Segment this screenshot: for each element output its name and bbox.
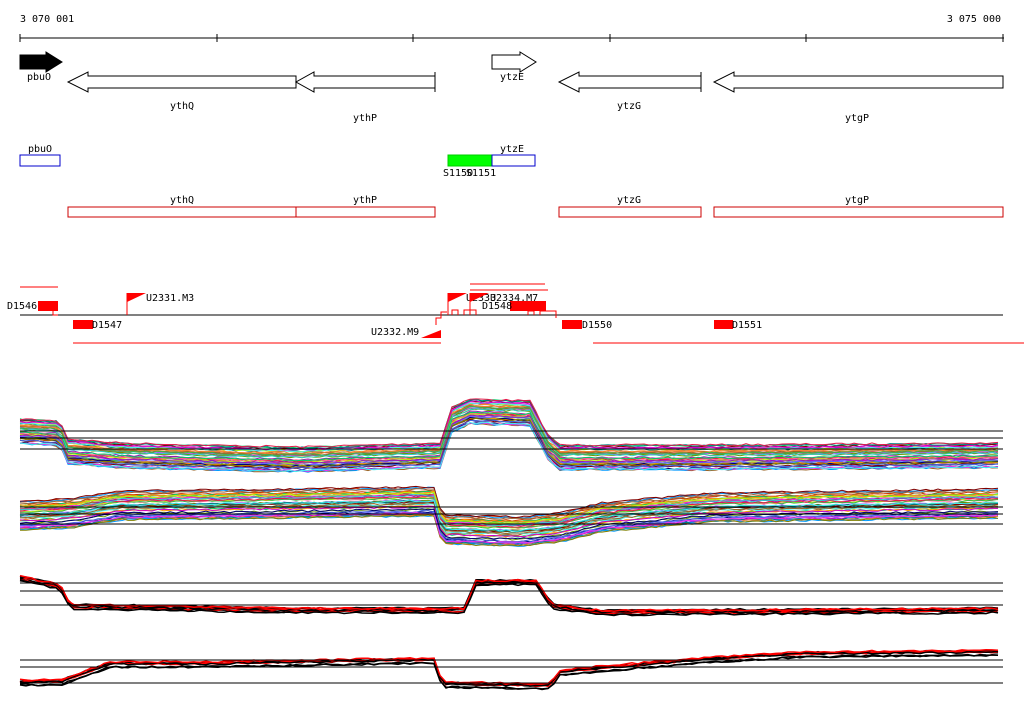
segment-label-u2333: U2333 bbox=[466, 293, 496, 304]
annotation-box-ytgp[interactable]: ytgP bbox=[713, 195, 1004, 218]
expression-trace bbox=[19, 488, 999, 520]
annotation-label-pbuo: pbuO bbox=[28, 144, 52, 155]
segment-label-u2334: U2334.M7 bbox=[490, 293, 538, 304]
segment-u2334[interactable]: U2334.M7 bbox=[469, 293, 538, 315]
segment-u2331[interactable]: U2331.M3 bbox=[126, 293, 194, 315]
expression-trace bbox=[19, 511, 999, 544]
gene-arrow-pbuo[interactable]: pbuO bbox=[19, 51, 63, 83]
expression-trace bbox=[19, 495, 999, 528]
expression-panel-1 bbox=[19, 398, 1003, 473]
expression-panel-3 bbox=[19, 574, 1003, 617]
expression-trace bbox=[19, 405, 999, 457]
expression-trace bbox=[20, 577, 999, 614]
expression-panel-2 bbox=[19, 485, 1003, 547]
gene-label-pbuo: pbuO bbox=[27, 72, 51, 83]
expression-trace bbox=[19, 491, 999, 524]
expression-trace bbox=[19, 411, 999, 462]
expression-trace bbox=[19, 499, 999, 532]
gene-arrow-track: pbuO ythQ ythP ytzE ytzG ytgP bbox=[19, 51, 1004, 124]
gene-arrow-ytzg[interactable]: ytzG bbox=[557, 71, 702, 112]
segment-u2333[interactable]: U2333 bbox=[447, 293, 496, 315]
segment-label-d1548: D1548 bbox=[482, 301, 512, 312]
annotation-box-ytze[interactable]: ytzE bbox=[491, 144, 536, 167]
annotation-box-ytzg[interactable]: ytzG bbox=[558, 195, 702, 218]
gene-arrow-ythq[interactable]: ythQ bbox=[66, 71, 297, 112]
expression-trace bbox=[20, 653, 999, 690]
segment-d1546[interactable]: D1546 bbox=[7, 301, 58, 316]
gene-label-ytzg: ytzG bbox=[617, 101, 641, 112]
green-feature-label-1: S1150 bbox=[443, 168, 473, 179]
expression-trace bbox=[19, 650, 999, 687]
segment-label-u2331: U2331.M3 bbox=[146, 293, 194, 304]
expression-trace bbox=[19, 574, 999, 613]
expression-trace bbox=[20, 514, 999, 547]
ruler-start-label: 3 070 001 bbox=[20, 14, 74, 25]
annotation-box-ythp[interactable]: ythP bbox=[295, 195, 436, 218]
annotation-label-ytgp: ytgP bbox=[845, 195, 869, 206]
expression-trace bbox=[19, 405, 998, 455]
expression-trace bbox=[19, 505, 999, 538]
segment-label-d1547: D1547 bbox=[92, 320, 122, 331]
segment-label-d1550: D1550 bbox=[582, 320, 612, 331]
expression-trace bbox=[19, 408, 999, 459]
expression-trace bbox=[19, 579, 999, 617]
gene-label-ytgp: ytgP bbox=[845, 113, 869, 124]
gene-label-ythq: ythQ bbox=[170, 101, 194, 112]
expression-trace bbox=[19, 494, 999, 527]
green-feature[interactable]: S1150 S1151 bbox=[443, 154, 496, 179]
segment-label-d1546: D1546 bbox=[7, 301, 37, 312]
gene-arrow-ytgp[interactable]: ytgP bbox=[712, 71, 1004, 124]
segment-label-d1551: D1551 bbox=[732, 320, 762, 331]
expression-trace bbox=[19, 421, 999, 473]
expression-trace bbox=[19, 508, 999, 540]
annotation-box-track: pbuO S1150 S1151 ytzE ythQ ythP ytzG ytg… bbox=[19, 144, 1004, 218]
annotation-box-pbuo[interactable]: pbuO bbox=[19, 144, 61, 167]
gene-arrow-ythp[interactable]: ythP bbox=[294, 71, 436, 124]
expression-trace bbox=[19, 512, 999, 546]
segments-track: D1546 D1547 U2331.M3 U2332.M9 U2333 U233… bbox=[7, 283, 1024, 344]
annotation-box-ythq[interactable]: ythQ bbox=[67, 195, 297, 218]
expression-trace bbox=[19, 400, 999, 451]
expression-trace bbox=[19, 419, 999, 470]
expression-trace bbox=[19, 485, 999, 518]
ruler-end-label: 3 075 000 bbox=[947, 14, 1001, 25]
segment-d1551[interactable]: D1551 bbox=[714, 320, 762, 331]
coordinate-ruler: 3 070 001 3 075 000 bbox=[19, 14, 1004, 42]
gene-label-ytze: ytzE bbox=[500, 72, 524, 83]
annotation-label-ythq: ythQ bbox=[170, 195, 194, 206]
expression-trace bbox=[20, 509, 999, 543]
segment-d1550[interactable]: D1550 bbox=[562, 320, 612, 331]
annotation-label-ytze: ytzE bbox=[500, 144, 524, 155]
gene-label-ythp: ythP bbox=[353, 113, 377, 124]
segment-label-u2332: U2332.M9 bbox=[371, 327, 419, 338]
segment-u2332[interactable]: U2332.M9 bbox=[371, 311, 447, 338]
expression-panel-4 bbox=[19, 648, 1003, 691]
expression-trace bbox=[19, 489, 999, 522]
expression-trace bbox=[19, 414, 999, 464]
annotation-label-ytzg: ytzG bbox=[617, 195, 641, 206]
expression-trace bbox=[19, 398, 999, 449]
gene-arrow-ytze[interactable]: ytzE bbox=[491, 51, 537, 83]
segment-d1547[interactable]: D1547 bbox=[73, 320, 122, 331]
green-feature-label-2: S1151 bbox=[466, 168, 496, 179]
annotation-label-ythp: ythP bbox=[353, 195, 377, 206]
segment-d1548[interactable]: D1548 bbox=[451, 301, 557, 318]
